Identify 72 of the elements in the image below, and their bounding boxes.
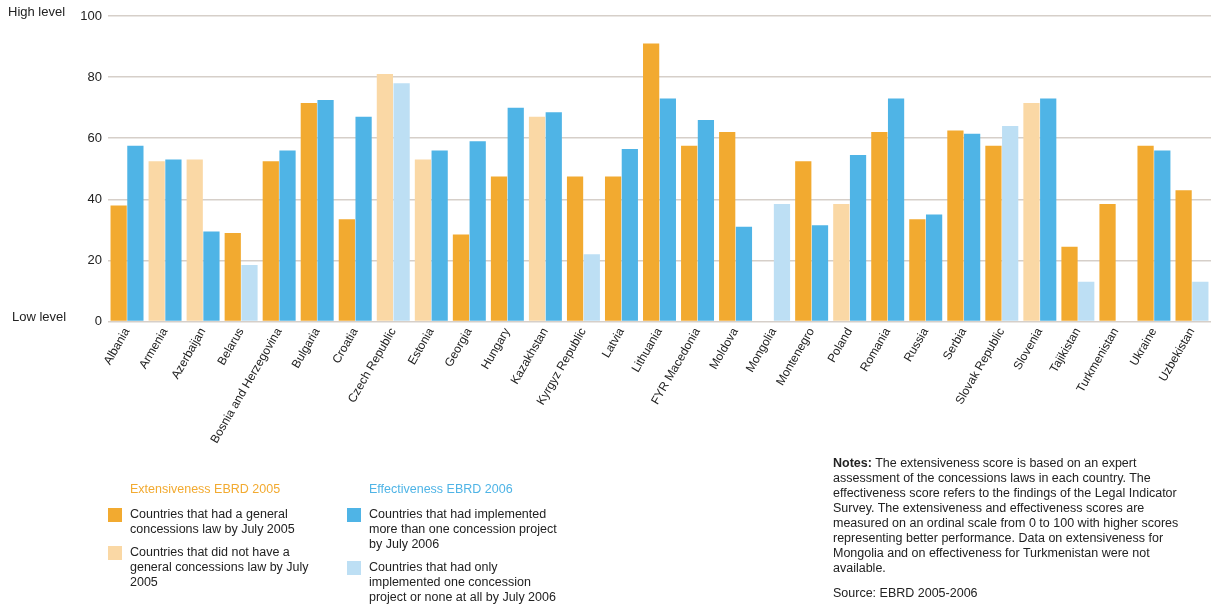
y-tick-label: 60 [87,129,102,145]
y-tick-label: 80 [87,68,102,84]
bar [431,150,448,321]
text: Countries that had only implemented one concession project or none at all by July 2006 [369,560,557,604]
bar [811,225,829,321]
bar [1061,246,1078,321]
bar [528,116,546,321]
bar [1002,126,1019,321]
bar [1078,281,1095,321]
bar [964,133,981,321]
text: Countries that had a general concessions law by July 2005 [130,507,296,537]
bar [203,231,220,321]
text: Extensiveness EBRD 2005 [130,482,282,497]
bar [279,150,296,321]
bar [545,112,562,321]
bar [887,98,905,321]
bar [1023,103,1040,321]
bar [566,176,584,321]
bar [833,203,850,321]
bar [148,161,165,321]
bar [300,103,317,321]
bar [1175,190,1192,321]
text: Notes: The extensiveness score is based on an expert assessment of the concessions laws in each country. The effectiveness score refers to the findings of the Legal Indicator Survey. The extensiveness and effectiveness scores are measured on an ordinal scale from 0 to 100 with higher scores representing better performance. Data on extensiveness for Mongolia and on effectiveness for Turkmenistan were not available. [833,456,1179,575]
y-tick-label: 20 [87,252,102,268]
text: High level [8,3,66,19]
bar [643,43,660,321]
bar [1137,145,1154,321]
bar [507,107,524,321]
bar [338,219,355,321]
bar [719,132,736,321]
bar [871,132,888,321]
bar [186,159,203,321]
bar [773,203,791,321]
bar [127,145,144,321]
bar [621,148,638,321]
bar [262,161,279,321]
bar [909,219,926,321]
text: Countries that did not have a general concessions law by July 2005 [130,545,310,590]
bar [452,234,470,321]
bar [355,116,372,321]
bar [795,161,812,321]
bar [985,145,1002,321]
bar [735,226,753,321]
bar [1040,98,1057,321]
bar [1154,150,1171,321]
bar [317,100,334,321]
text: Effectiveness EBRD 2006 [369,482,514,497]
bar [947,130,964,321]
bar [241,265,258,321]
bar [165,159,182,321]
bar [925,214,943,321]
bar [376,74,394,321]
bar [604,176,622,321]
bar [469,141,486,321]
bar [414,159,432,321]
bar [224,232,241,321]
bar [849,155,867,321]
source-note: Source: EBRD 2005-2006 [833,586,979,601]
y-tick-label: 40 [87,190,102,206]
text: Low level [12,309,67,325]
text: Countries that had implemented more than one concession project by July 2006 [369,507,558,552]
bar [681,145,698,321]
bar [659,98,676,321]
bar [1192,281,1209,321]
y-tick-label: 100 [80,7,102,23]
y-tick-label: 0 [94,313,102,329]
bar [1099,203,1116,321]
bar [490,176,508,321]
bar [110,205,127,321]
bar [583,254,600,321]
bar [697,119,715,321]
bar [393,83,410,321]
